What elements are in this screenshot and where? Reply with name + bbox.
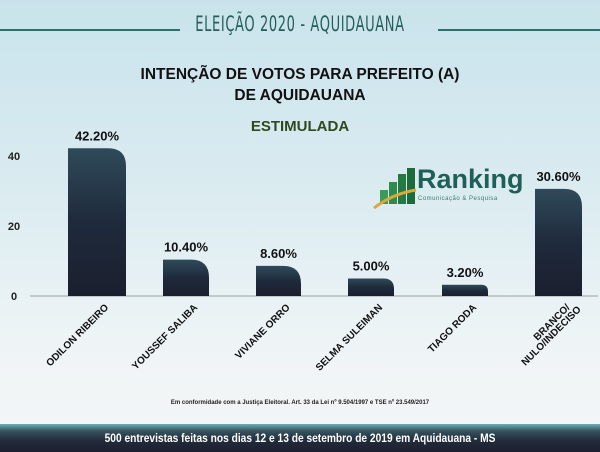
data-label: 10.40%	[164, 240, 209, 255]
bar	[348, 278, 394, 296]
x-tick-label: TIAGO RODA	[426, 302, 479, 355]
bar	[442, 284, 488, 296]
data-label: 8.60%	[260, 246, 297, 261]
header-rule-left	[0, 29, 180, 31]
legal-notice: Em conformidade com a Justiça Eleitoral.…	[170, 400, 430, 406]
x-tick-label: ODILON RIBEIRO	[44, 302, 111, 369]
footer-text: 500 entrevistas feitas nos dias 12 e 13 …	[104, 431, 496, 445]
bar	[535, 188, 582, 296]
logo-tagline: Comunicação & Pesquisa	[418, 196, 498, 202]
bar	[256, 265, 301, 296]
data-label: 5.00%	[353, 259, 390, 274]
footer-band	[0, 424, 600, 452]
bar	[163, 259, 209, 296]
y-tick-label: 0	[11, 291, 17, 303]
y-tick-label: 20	[8, 221, 20, 233]
header-rule-right	[438, 29, 600, 31]
chart-title-line2: DE AQUIDAUANA	[234, 87, 366, 104]
logo-name: Ranking	[417, 164, 524, 194]
chart-title: INTENÇÃO DE VOTOS PARA PREFEITO (A)	[140, 66, 460, 83]
data-label: 3.20%	[447, 265, 484, 280]
data-label: 30.60%	[536, 169, 581, 184]
header-title: ELEIÇÃO 2020 - AQUIDAUANA	[195, 12, 405, 36]
x-tick-label: NULO/INDECISO	[520, 304, 584, 368]
x-tick-label: YOUSSEF SALIBA	[130, 302, 200, 372]
chart-subtitle: ESTIMULADA	[250, 118, 350, 135]
y-tick-label: 40	[8, 151, 20, 163]
bar	[68, 148, 126, 296]
x-tick-label: VIVIANE ORRO	[233, 302, 292, 361]
x-tick-label: SELMA SULEIMAN	[314, 302, 385, 373]
ranking-logo-icon	[373, 168, 417, 210]
bar-chart: 0 20 40 42.20% ODILON RIBEIRO 10.40% YOUSSEF S…	[8, 128, 598, 374]
data-label: 42.20%	[75, 128, 120, 143]
ranking-logo: Ranking Comunicação & Pesquisa	[372, 164, 524, 212]
